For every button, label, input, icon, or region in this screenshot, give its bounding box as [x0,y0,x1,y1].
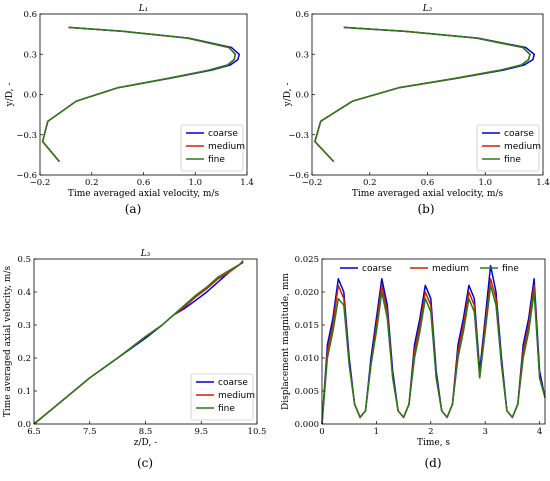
legend-label-c-medium: medium [218,391,255,401]
x-tick-label-b: 1.0 [478,178,492,188]
chart-title-b: L₂ [422,4,433,14]
series-group-b [314,26,536,163]
y-tick-label-c: 0.0 [17,420,31,430]
x-tick-label-b: 1.4 [536,178,550,188]
legend-label-a-fine: fine [208,155,225,165]
x-tick-label-a: 0.6 [137,178,151,188]
legend-b: coarse medium fine [476,124,541,172]
y-tick-label-c: 0.3 [17,321,31,331]
y-axis-label-c: Time averaged axial velocity, m/s [3,266,13,418]
y-tick-label-c: 0.1 [17,387,31,397]
panel-caption-a: (a) [125,202,142,216]
legend-label-d-fine: fine [502,264,519,274]
y-tick-label-b: 0.0 [295,91,309,101]
legend-label-a-medium: medium [208,142,245,152]
series-group-c [33,260,244,425]
y-axis-label-d: Displacement magnitude, mm [281,273,291,410]
y-tick-label-c: 0.2 [17,354,31,364]
x-tick-label-b: 0.6 [421,178,435,188]
x-tick-label-c: 9.5 [194,427,208,437]
y-tick-label-b: −0.3 [288,131,309,141]
panel-a: −0.2 0.2 0.6 1.0 1.4 −0.6 −0.3 0.0 0.3 0.6 L₁ Time … [5,4,254,216]
series-line-b-fine [314,26,531,163]
series-group-d [321,264,546,425]
x-tick-label-a: −0.2 [30,178,51,188]
x-tick-label-d: 0 [319,427,324,437]
x-tick-label-a: 1.0 [188,178,202,188]
chart-title-a: L₁ [138,4,149,14]
legend-label-c-coarse: coarse [218,378,248,388]
x-tick-label-b: 0.2 [363,178,377,188]
x-tick-label-d: 1 [374,427,379,437]
y-tick-label-b: 0.6 [295,10,309,20]
legend-label-d-coarse: coarse [362,264,392,274]
x-tick-label-d: 2 [428,427,433,437]
x-tick-label-b: −0.2 [302,178,323,188]
legend-a: coarse medium fine [180,124,245,172]
y-axis-label-a: y/D, - [5,83,15,108]
y-tick-label-a: 0.6 [23,10,37,20]
x-tick-label-a: 1.4 [240,178,254,188]
series-group-a [41,26,240,163]
y-tick-label-d: 0.005 [295,387,319,397]
x-axis-label-d: Time, s [417,438,450,448]
y-tick-label-b: 0.3 [295,50,309,60]
panel-caption-d: (d) [424,456,441,470]
y-axis-label-b: y/D, - [283,83,293,108]
y-tick-label-c: 0.4 [17,288,31,298]
y-tick-label-c: 0.5 [17,255,31,265]
y-tick-label-d: 0.000 [295,420,319,430]
x-tick-label-d: 3 [482,427,487,437]
series-line-c-fine [33,260,244,425]
y-tick-label-a: 0.0 [23,91,37,101]
y-tick-label-d: 0.025 [295,255,319,265]
panel-b: −0.2 0.2 0.6 1.0 1.4 −0.6 −0.3 0.0 0.3 0.6 L₂ Time … [283,4,550,216]
panel-c: 6.5 7.5 8.5 9.5 10.5 0.0 0.1 0.2 0.3 0.4 0.5 L₃ z/D,… [3,249,266,470]
panel-caption-b: (b) [417,202,434,216]
legend-label-c-fine: fine [218,404,235,414]
y-tick-label-d: 0.020 [295,288,319,298]
x-tick-label-c: 7.5 [83,427,97,437]
x-tick-label-c: 8.5 [139,427,153,437]
x-tick-label-d: 4 [537,427,542,437]
y-tick-label-d: 0.010 [295,354,319,364]
y-tick-label-a: 0.3 [23,50,37,60]
y-tick-label-a: −0.3 [16,131,37,141]
legend-c: coarse medium fine [190,373,255,421]
plot-frame-d [321,258,546,425]
legend-label-a-coarse: coarse [208,129,238,139]
y-tick-label-d: 0.015 [295,321,319,331]
series-line-a-fine [41,26,237,163]
x-axis-label-c: z/D, - [134,438,157,448]
series-line-d-fine [321,284,546,425]
y-tick-label-b: −0.6 [288,171,309,181]
legend-label-d-medium: medium [432,264,469,274]
legend-d: coarse medium fine [340,264,519,274]
x-axis-label-a: Time averaged axial velocity, m/s [68,189,220,199]
x-tick-label-a: 0.2 [85,178,99,188]
x-axis-label-b: Time averaged axial velocity, m/s [352,189,504,199]
x-tick-label-c: 10.5 [248,427,267,437]
panel-d: 0 1 2 3 4 0.000 0.005 0.010 0.015 0.020 0.025 Time,… [281,255,546,470]
x-tick-label-c: 6.5 [27,427,41,437]
legend-label-b-fine: fine [504,155,521,165]
legend-label-b-coarse: coarse [504,129,534,139]
y-tick-label-a: −0.6 [16,171,37,181]
panel-caption-c: (c) [137,456,153,470]
chart-title-c: L₃ [140,249,151,259]
legend-label-b-medium: medium [504,142,541,152]
